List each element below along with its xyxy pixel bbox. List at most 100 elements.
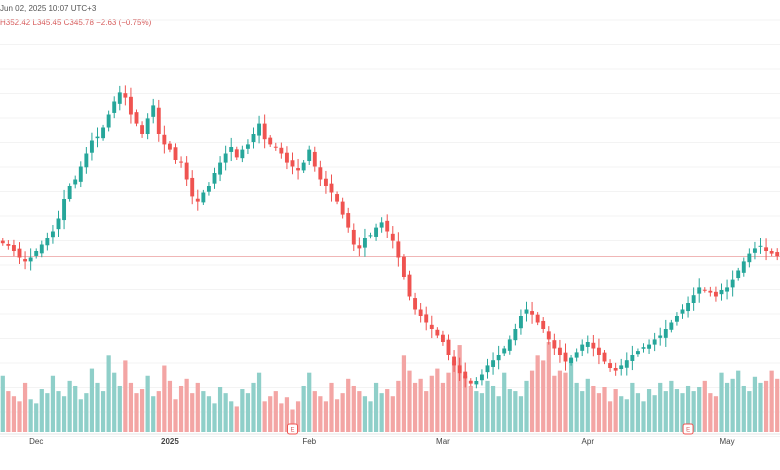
change-value: −2.63 (−0.75%) [96,18,152,27]
candle-body [140,125,145,134]
volume-bar [685,385,691,432]
candle-body [491,360,496,367]
candle-body [101,127,106,139]
candle-body [301,162,306,171]
low-label: L [32,18,37,27]
volume-bar [591,385,596,432]
candle-body [546,331,551,340]
volume-bar [479,393,485,432]
candle-body [608,363,613,368]
volume-bar [463,375,468,432]
candle-body [206,186,211,192]
candle-body [708,290,713,293]
volume-bar [117,385,122,432]
candle-body [596,347,601,355]
volume-bar [145,375,150,432]
candle-body [602,352,607,362]
volume-bar [440,382,446,432]
earnings-marker [287,423,298,435]
candle-body [6,243,11,246]
volume-bar [641,401,646,432]
candle-body [84,153,89,168]
candle-body [307,149,312,162]
candle-body [769,251,774,254]
candle-body [195,198,200,202]
volume-bar [262,401,267,432]
candle-body [117,92,122,104]
volume-bar [50,375,56,432]
candle-body [429,324,434,329]
volume-bar [206,396,212,432]
volume-bar [217,387,223,432]
volume-bar [719,372,724,432]
volume-bar [340,393,345,432]
volume-bar [240,389,245,432]
candle-body [45,238,50,246]
candle-body [134,112,139,124]
volume-bar [557,370,563,432]
candle-body [368,235,373,237]
volume-bar [769,370,774,432]
volume-bar [223,393,228,432]
volume-bar [0,375,5,432]
x-tick-label: Mar [436,437,450,446]
volume-bar [279,403,284,432]
volume-bar [67,380,72,432]
volume-bar [357,391,362,432]
volume-bar [435,368,440,432]
volume-bar [596,393,602,432]
volume-bar [385,389,390,432]
earnings-marker-label: E [290,428,294,434]
candle-body [0,240,5,244]
candle-body [658,335,663,338]
volume-bar [112,372,117,432]
candle-body [697,287,702,294]
candle-body [379,222,384,228]
candle-body [23,259,28,262]
volume-bar [585,378,590,432]
candle-body [663,329,668,338]
candle-body [11,245,16,251]
volume-bar [290,409,295,432]
candle-body [396,241,401,258]
candle-body [78,166,83,182]
volume-bar [379,393,384,432]
volume-bar [251,382,256,432]
volume-bar [273,391,278,432]
candle-body [440,334,445,342]
volume-bar [323,401,329,432]
candle-body [725,287,730,292]
candle-body [552,340,557,349]
candle-body [686,303,691,312]
volume-bar [451,360,457,432]
volume-bar [229,401,234,432]
volume-bar [758,382,763,432]
candle-body [680,309,685,314]
volume-bar [45,393,50,432]
candle-body [541,320,546,329]
candle-body [719,290,724,295]
candle-body [273,146,278,148]
candle-body [106,114,111,128]
volume-bar [674,389,680,432]
candle-body [457,365,462,374]
candle-body [323,178,328,186]
volume-bar [284,397,290,432]
x-tick-label: Feb [302,437,316,446]
candle-body [496,355,501,361]
volume-bar [602,387,607,432]
volume-bar [619,396,624,432]
candle-body [50,231,55,238]
volume-bar [474,391,479,432]
volume-bar [652,395,657,432]
candle-body [713,291,718,297]
volume-bar [724,382,730,432]
candle-body [151,105,156,117]
volume-bar [28,399,33,432]
volume-bar [747,391,752,432]
volume-bar [22,382,28,432]
candle-body [624,360,629,368]
candle-body [530,311,535,315]
candle-body [413,298,418,310]
